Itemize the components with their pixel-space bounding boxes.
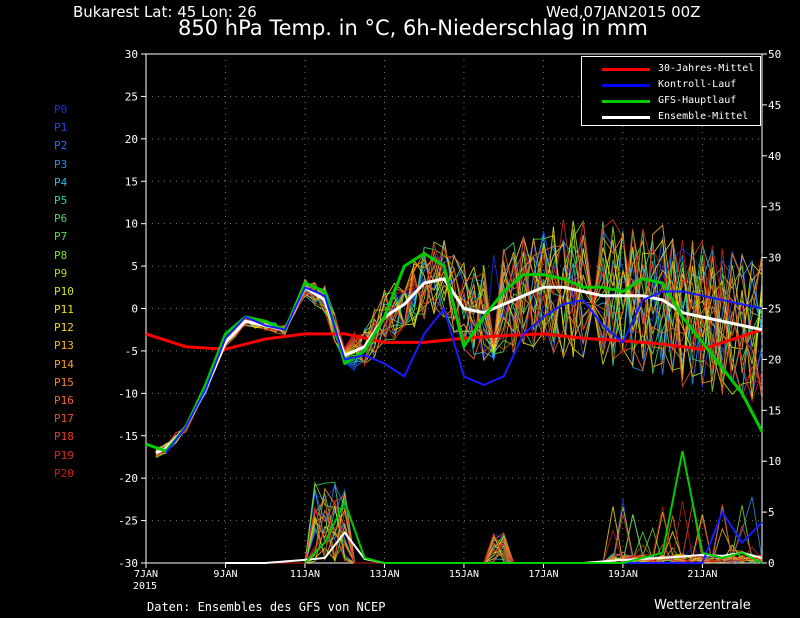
member-label: P0 (54, 103, 68, 116)
legend-swatch (602, 84, 650, 87)
y-tick-label: -15 (118, 430, 138, 443)
y2-tick-label: 40 (768, 150, 781, 163)
y-tick-label: -5 (125, 345, 138, 358)
y2-tick-label: 30 (768, 252, 781, 265)
member-label: P1 (54, 121, 68, 135)
y-tick-label: -20 (118, 472, 138, 485)
y-tick-label: 5 (131, 260, 138, 273)
member-label: P9 (54, 266, 68, 280)
y-tick-label: 20 (125, 133, 138, 146)
legend-item-control-run: Kontroll-Lauf (588, 77, 758, 95)
member-label: P17 (54, 412, 74, 426)
x-tick-label: 15JAN (449, 569, 479, 580)
y2-tick-label: 5 (768, 506, 775, 519)
member-label: P3 (54, 157, 68, 171)
y-tick-label: 30 (125, 48, 138, 61)
member-label: P13 (54, 339, 74, 353)
member-label: P11 (54, 303, 74, 317)
legend: 30-Jahres-Mittel Kontroll-Lauf GFS-Haupt… (581, 56, 761, 126)
series-line-30-jahres-mittel (145, 328, 763, 351)
y2-tick-label: 20 (768, 353, 781, 366)
y2-tick-label: 35 (768, 201, 781, 214)
member-label: P4 (54, 175, 68, 189)
series-line-kontroll-lauf (165, 286, 763, 454)
data-source-label: Daten: Ensembles des GFS von NCEP (147, 600, 386, 614)
legend-swatch (602, 116, 650, 119)
member-label: P10 (54, 284, 74, 298)
y2-tick-label: 45 (768, 99, 781, 112)
member-label: P5 (54, 193, 68, 207)
legend-label: 30-Jahres-Mittel (658, 63, 755, 74)
y-tick-label: -10 (118, 387, 138, 400)
member-label: P20 (54, 466, 74, 480)
y2-tick-label: 25 (768, 303, 781, 316)
y2-tick-label: 15 (768, 404, 781, 417)
x-tick-label: 19JAN (608, 569, 638, 580)
ensemble-member-list: P0 P1 P2 P3 P4 P5 P6 P7 P8 P9 P10 P11 P12 P13 P14 P15 P1… (54, 101, 74, 483)
member-label: P14 (54, 357, 74, 371)
ensemble-member-precip-line (225, 506, 763, 564)
x-tick-label: 7JAN (134, 569, 158, 580)
y2-tick-label: 0 (768, 557, 775, 570)
y2-tick-label: 10 (768, 455, 781, 468)
legend-item-ensemble-mean: Ensemble-Mittel (588, 109, 758, 127)
member-label: P2 (54, 139, 68, 153)
precip-line-kontroll-lauf (622, 509, 763, 564)
ensemble-member-precip-line (225, 498, 763, 564)
member-label: P19 (54, 448, 74, 462)
brand-label: Wetterzentrale (654, 598, 751, 613)
ensemble-member-precip-line (225, 480, 763, 564)
legend-swatch (602, 68, 650, 71)
ensemble-member-line (155, 224, 763, 449)
member-label: P12 (54, 321, 74, 335)
legend-item-main-run: GFS-Hauptlauf (588, 93, 758, 111)
y2-tick-label: 50 (768, 48, 781, 61)
ensemble-member-precip-line (225, 504, 763, 564)
legend-label: GFS-Hauptlauf (658, 95, 737, 106)
y-tick-label: -25 (118, 515, 138, 528)
y-tick-label: 10 (125, 218, 138, 231)
member-label: P7 (54, 230, 68, 244)
legend-label: Kontroll-Lauf (658, 79, 737, 90)
legend-swatch (602, 100, 650, 103)
member-label: P18 (54, 430, 74, 444)
y-tick-label: -30 (118, 557, 138, 570)
x-tick-label: 2015 (133, 581, 157, 592)
precip-line-gfs-hauptlauf (304, 450, 763, 564)
run-date-label: Wed,07JAN2015 00Z (546, 3, 701, 21)
member-label: P15 (54, 375, 74, 389)
x-tick-label: 21JAN (687, 569, 717, 580)
location-label: Bukarest Lat: 45 Lon: 26 (73, 3, 257, 21)
member-label: P16 (54, 394, 74, 407)
series-line-ensemble-mittel (155, 277, 763, 455)
legend-label: Ensemble-Mittel (658, 111, 749, 122)
legend-item-climatology: 30-Jahres-Mittel (588, 61, 758, 79)
member-label: P8 (54, 248, 68, 262)
x-tick-label: 17JAN (528, 569, 558, 580)
y-tick-label: 15 (125, 175, 138, 188)
y-tick-label: 0 (131, 303, 138, 316)
chart-title: 850 hPa Temp. in °C, 6h-Niederschlag in … (178, 16, 648, 40)
ensemble-member-precip-line (225, 505, 763, 564)
y-tick-label: 25 (125, 90, 138, 103)
x-tick-label: 13JAN (369, 569, 399, 580)
x-tick-label: 11JAN (290, 569, 320, 580)
x-tick-label: 9JAN (213, 569, 237, 580)
member-label: P6 (54, 212, 68, 226)
ensemble-member-precip-line (225, 499, 763, 564)
ensemble-member-precip-line (225, 481, 763, 564)
